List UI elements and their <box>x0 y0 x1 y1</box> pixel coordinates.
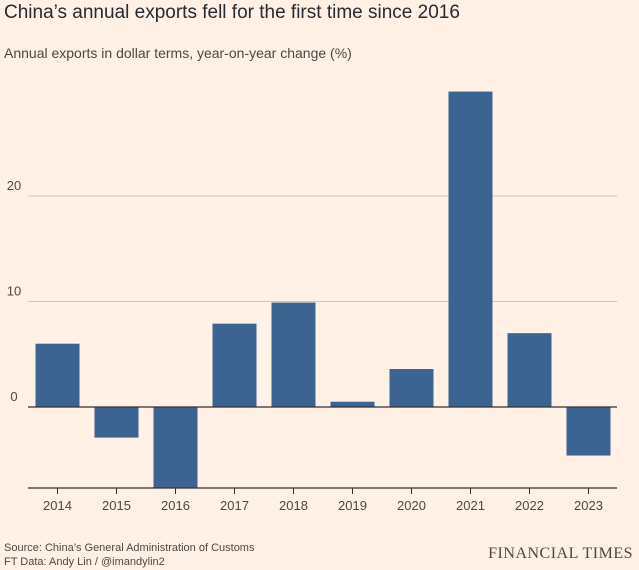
source-line-2: FT Data: Andy Lin / @imandylin2 <box>4 556 165 568</box>
bar-2019 <box>330 401 375 407</box>
bar-2017 <box>212 323 257 407</box>
x-tick-label: 2018 <box>279 498 308 513</box>
x-tick-label: 2022 <box>515 498 544 513</box>
ft-logo: FINANCIAL TIMES <box>488 545 633 562</box>
source-note: Source: China’s General Administration o… <box>4 541 254 569</box>
x-tick-label: 2015 <box>102 498 131 513</box>
x-axis <box>28 487 617 494</box>
bar-2018 <box>271 302 316 407</box>
bar-2021 <box>448 91 493 408</box>
bar-2014 <box>35 343 80 407</box>
bar-2023 <box>566 407 611 456</box>
bars <box>35 91 611 488</box>
y-tick-label: 0 <box>10 389 17 404</box>
chart-title: China’s annual exports fell for the firs… <box>4 2 460 23</box>
bar-2016 <box>153 407 198 488</box>
chart-subtitle: Annual exports in dollar terms, year-on-… <box>4 45 352 61</box>
x-tick-label: 2023 <box>574 498 603 513</box>
x-tick-label: 2019 <box>338 498 367 513</box>
x-tick-labels: 2014 2015 2016 2017 2018 2019 2020 2021 2022 2023 <box>43 498 603 513</box>
y-tick-labels: 0 10 20 <box>7 178 21 404</box>
y-tick-label: 10 <box>7 284 21 299</box>
source-line-1: Source: China’s General Administration o… <box>4 542 255 554</box>
bar-2020 <box>389 369 434 407</box>
x-tick-label: 2014 <box>43 498 72 513</box>
y-tick-label: 20 <box>7 178 21 193</box>
x-tick-label: 2020 <box>397 498 426 513</box>
x-tick-label: 2016 <box>161 498 190 513</box>
bar-2022 <box>507 333 552 407</box>
x-tick-label: 2021 <box>456 498 485 513</box>
bar-2015 <box>94 407 139 438</box>
x-tick-label: 2017 <box>220 498 249 513</box>
